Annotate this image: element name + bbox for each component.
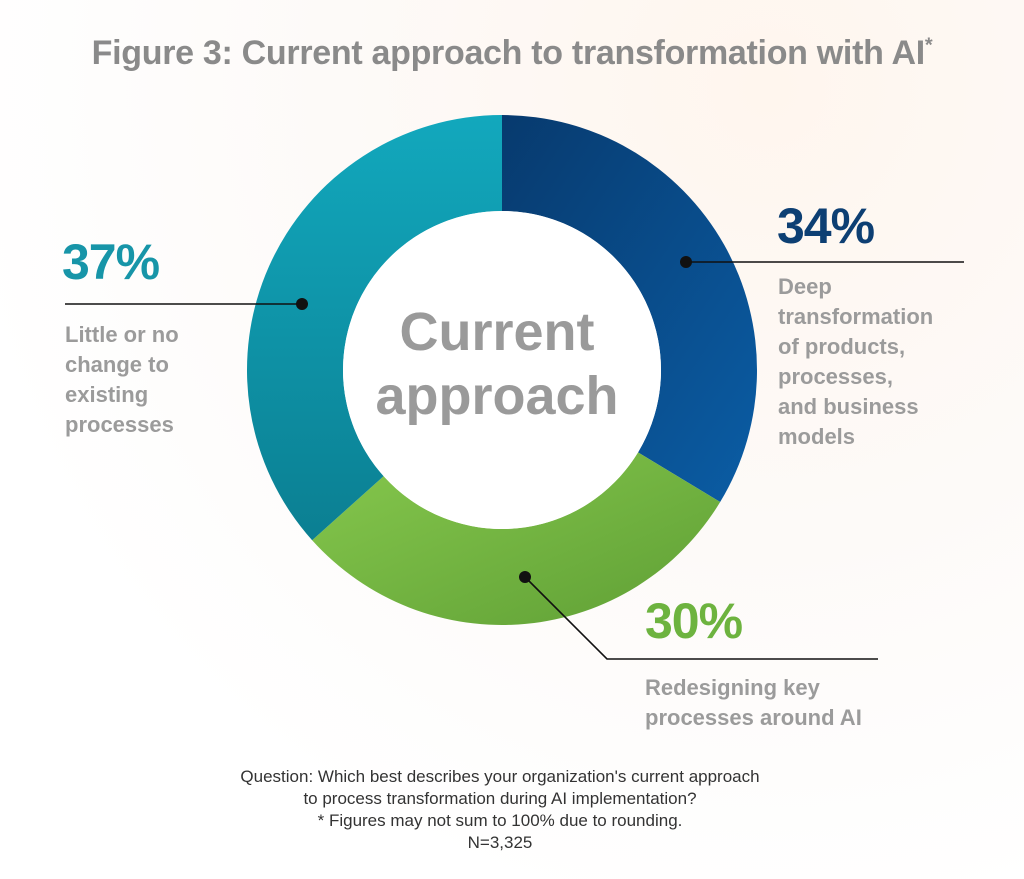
little-label-line: processes <box>65 412 174 437</box>
redesign-label-line: Redesigning key <box>645 675 820 700</box>
slice-redesigning-processes <box>312 452 721 626</box>
deep-label-line: processes, <box>778 364 893 389</box>
leader-lines <box>65 256 964 660</box>
footnote-question-line2: to process transformation during AI impl… <box>303 789 697 808</box>
footnote-question-line1: Question: Which best describes your orga… <box>240 767 760 786</box>
footnote-sample-size: N=3,325 <box>467 833 533 852</box>
leader-line-redesign <box>524 576 878 660</box>
leader-dot-redesign <box>519 571 531 583</box>
deep-label-line: Deep <box>778 274 832 299</box>
donut-hole <box>343 211 661 529</box>
slice-little-or-no-change <box>247 115 502 541</box>
redesign-label-line: processes around AI <box>645 705 862 730</box>
data-label-redesign-description: Redesigning key processes around AI <box>645 673 862 733</box>
deep-label-line: of products, <box>778 334 906 359</box>
data-label-redesign-value: 30% <box>645 593 743 649</box>
deep-label-line: and business <box>778 394 919 419</box>
data-label-deep-value: 34% <box>777 198 875 254</box>
footnote-rounding-note: * Figures may not sum to 100% due to rou… <box>317 811 683 830</box>
data-label-deep-description: Deep transformation of products, process… <box>778 272 933 452</box>
chart-footnote: Question: Which best describes your orga… <box>0 766 1000 854</box>
little-label-line: change to <box>65 352 169 377</box>
title-asterisk: * <box>924 34 933 57</box>
center-label-line1: Current <box>399 302 595 362</box>
leader-dot-deep <box>680 256 692 268</box>
little-label-line: existing <box>65 382 149 407</box>
slice-deep-transformation <box>502 115 758 503</box>
leader-dot-little <box>296 298 308 310</box>
chart-title-text: Figure 3: Current approach to transforma… <box>91 34 926 72</box>
little-label-line: Little or no <box>65 322 179 347</box>
deep-label-line: transformation <box>778 304 934 329</box>
data-label-little-value: 37% <box>62 234 160 290</box>
deep-label-line: models <box>778 424 856 449</box>
donut-center-label: Current approach <box>347 300 647 428</box>
center-label-line2: approach <box>375 366 619 426</box>
chart-title: Figure 3: Current approach to transforma… <box>0 34 1024 73</box>
donut-slices <box>247 115 758 626</box>
data-label-little-description: Little or no change to existing processe… <box>65 320 179 440</box>
